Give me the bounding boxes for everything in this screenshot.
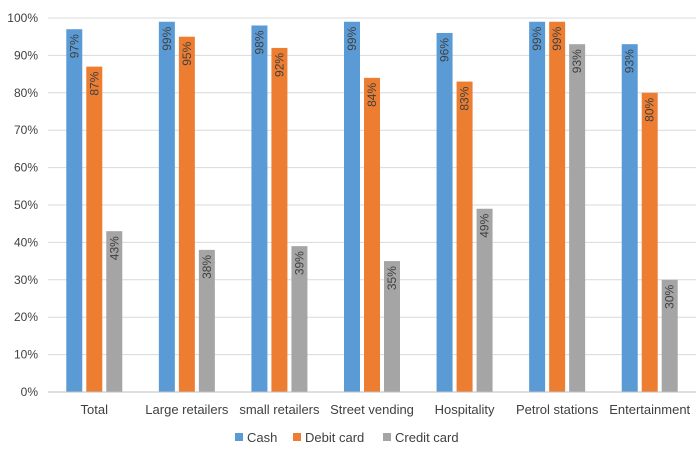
x-category-label: Hospitality xyxy=(435,402,495,417)
data-label: 38% xyxy=(200,255,214,279)
legend-swatch xyxy=(383,433,391,441)
y-tick-label: 40% xyxy=(14,235,38,249)
y-tick-label: 60% xyxy=(14,161,38,175)
data-label: 83% xyxy=(458,86,472,110)
data-label: 97% xyxy=(67,34,81,58)
data-label: 39% xyxy=(292,251,306,275)
x-category-label: Large retailers xyxy=(145,402,229,417)
bar-credit-card xyxy=(661,279,678,392)
legend-label: Cash xyxy=(247,430,277,445)
bar-cash xyxy=(344,21,360,393)
bar-cash xyxy=(436,32,453,393)
data-label: 93% xyxy=(623,49,637,73)
y-tick-label: 20% xyxy=(14,310,38,324)
bar-debit-card xyxy=(178,36,195,392)
x-category-label: small retailers xyxy=(239,402,320,417)
bar-debit-card xyxy=(86,66,103,393)
bar-debit-card xyxy=(271,47,288,393)
y-tick-label: 0% xyxy=(21,385,39,399)
data-label: 99% xyxy=(530,26,544,50)
bars: 97% 87% 43% 99% 95% 38% 98% 92% 39% 99% 84% 35% 96% 8… xyxy=(66,21,678,393)
bar-credit-card xyxy=(569,44,586,393)
data-label: 99% xyxy=(550,26,564,50)
legend-swatch xyxy=(293,433,301,441)
y-tick-label: 80% xyxy=(14,86,38,100)
data-label: 49% xyxy=(478,213,492,237)
y-tick-label: 70% xyxy=(14,123,38,137)
bar-credit-card xyxy=(384,261,400,392)
x-category-label: Street vending xyxy=(330,402,414,417)
data-label: 99% xyxy=(160,26,174,50)
legend-label: Debit card xyxy=(305,430,364,445)
bar-credit-card xyxy=(291,246,308,392)
y-tick-label: 50% xyxy=(14,198,38,212)
x-category-label: Total xyxy=(81,402,109,417)
x-category-label: Entertainment xyxy=(609,402,690,417)
data-label: 93% xyxy=(570,49,584,73)
x-axis: Total Large retailers small retailers Stree… xyxy=(48,391,696,417)
bar-debit-card xyxy=(364,77,380,392)
data-label: 43% xyxy=(107,236,121,260)
legend-swatch xyxy=(235,433,243,441)
y-tick-label: 100% xyxy=(7,11,38,25)
data-label: 84% xyxy=(365,83,379,107)
bar-cash xyxy=(251,25,268,392)
y-tick-label: 10% xyxy=(14,348,38,362)
bar-credit-card xyxy=(106,231,123,392)
data-label: 99% xyxy=(345,26,359,50)
data-label: 80% xyxy=(643,97,657,121)
data-label: 96% xyxy=(438,38,452,62)
y-tick-label: 90% xyxy=(14,48,38,62)
y-tick-label: 30% xyxy=(14,273,38,287)
data-label: 98% xyxy=(252,30,266,54)
x-category-label: Petrol stations xyxy=(516,402,599,417)
bar-cash xyxy=(529,21,546,393)
data-label: 30% xyxy=(663,284,677,308)
bar-credit-card xyxy=(476,208,493,392)
bar-debit-card xyxy=(456,81,473,392)
legend-label: Credit card xyxy=(395,430,459,445)
bar-cash xyxy=(66,29,83,392)
bar-debit-card xyxy=(549,21,566,393)
data-label: 95% xyxy=(180,41,194,65)
y-axis: 0% 10% 20% 30% 40% 50% 60% 70% 80% 90% 100% xyxy=(7,11,38,399)
data-label: 35% xyxy=(385,266,399,290)
legend: Cash Debit card Credit card xyxy=(235,430,459,445)
bar-credit-card xyxy=(198,249,215,392)
data-label: 87% xyxy=(87,71,101,95)
bar-cash xyxy=(621,44,638,393)
bar-cash xyxy=(158,21,175,393)
data-label: 92% xyxy=(272,53,286,77)
bar-debit-card xyxy=(641,92,658,393)
